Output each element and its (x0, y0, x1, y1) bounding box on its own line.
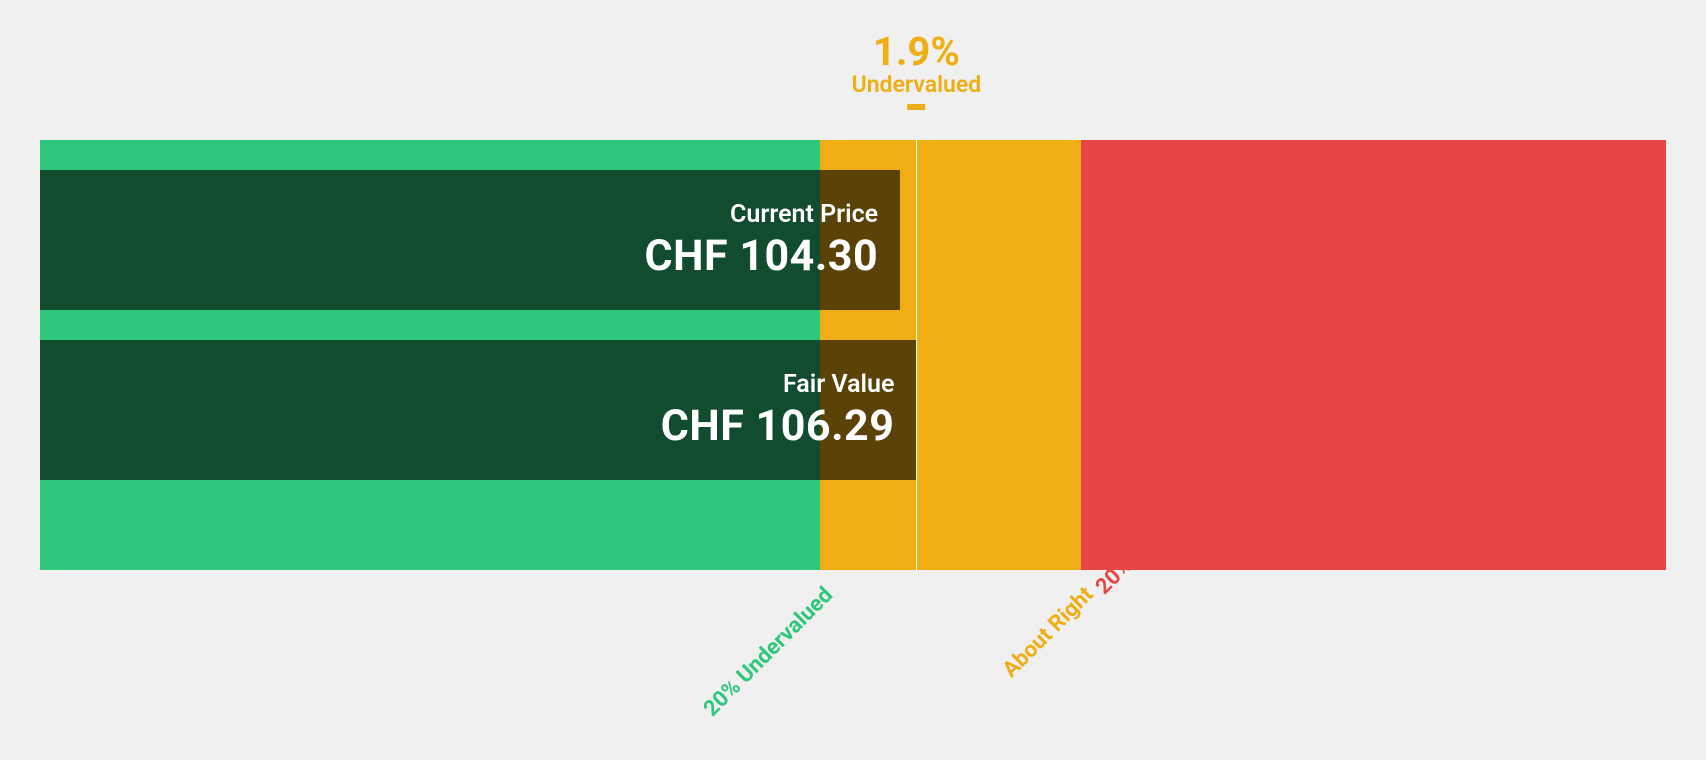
bar-fair-value: Fair ValueCHF 106.29 (40, 340, 916, 480)
bar-current-price: Current PriceCHF 104.30 (40, 170, 900, 310)
bar-value: CHF 106.29 (661, 401, 895, 451)
pointer-callout: 1.9% Undervalued (852, 28, 982, 110)
axis-label: 20% Undervalued (699, 582, 838, 721)
pointer-tick (907, 104, 925, 110)
valuation-chart: Current PriceCHF 104.30 Fair ValueCHF 106… (40, 140, 1666, 570)
bar-label: Current Price (730, 200, 878, 229)
bar-label: Fair Value (783, 370, 894, 399)
bars-layer: Current PriceCHF 104.30 Fair ValueCHF 106… (40, 140, 1666, 570)
bar-value: CHF 104.30 (645, 231, 879, 281)
axis-label: About Right (998, 582, 1098, 682)
pointer-label: Undervalued (852, 71, 982, 98)
pointer-percent: 1.9% (852, 28, 982, 75)
